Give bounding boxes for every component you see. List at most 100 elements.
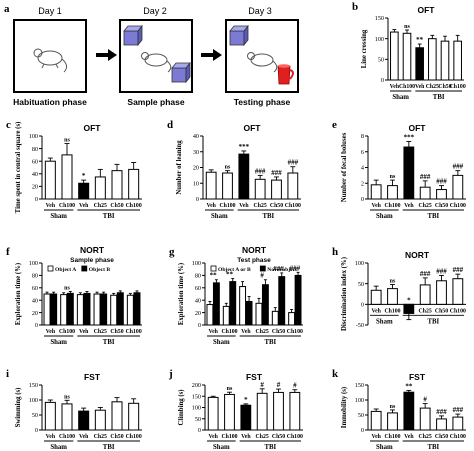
y-axis-label: Time spent in central square (s) — [15, 122, 22, 214]
y-tick-label: 100 — [355, 397, 364, 404]
bar — [256, 392, 268, 431]
bar — [238, 153, 250, 200]
y-tick-label: 4 — [361, 165, 364, 172]
x-tick-label: Veh — [79, 434, 89, 440]
bar — [94, 409, 106, 431]
y-tick-label: 20 — [32, 184, 38, 191]
bar — [111, 401, 123, 431]
y-tick-label: 0 — [361, 302, 364, 309]
mouse-icon — [141, 52, 172, 73]
y-tick-label: 100 — [29, 260, 38, 267]
x-tick-label: Ch25 — [256, 329, 269, 335]
x-tick-label: Ch25 — [419, 308, 432, 314]
legend-swatch — [81, 265, 88, 272]
significance-label: ns — [64, 286, 70, 292]
x-tick-label: Ch50 — [435, 203, 448, 209]
bar-series-b — [133, 292, 141, 326]
y-tick-label: 10 — [193, 180, 199, 187]
bar-series-a — [255, 302, 263, 326]
bar — [205, 171, 217, 200]
significance-label: ns — [64, 138, 70, 144]
bar-series-b — [116, 292, 124, 326]
significance-label: ns — [404, 24, 410, 30]
bar-series-b — [212, 282, 220, 326]
chart-title: NORT — [242, 245, 267, 255]
bar — [207, 396, 219, 431]
y-tick-label: 150 — [355, 382, 364, 389]
panel-letter: g — [169, 246, 175, 258]
bar — [289, 391, 301, 431]
bar — [419, 284, 431, 305]
significance-label: # — [260, 381, 264, 389]
significance-label: ns — [390, 278, 396, 284]
bar-series-b — [83, 292, 91, 326]
significance-label: ### — [453, 266, 464, 274]
y-tick-label: 150 — [29, 382, 38, 389]
significance-label: ns — [64, 394, 70, 400]
bar — [403, 391, 415, 431]
significance-label: ### — [255, 167, 266, 175]
y-axis-label: Swimming (s) — [15, 388, 22, 428]
significance-label: ** — [226, 271, 234, 279]
bar-series-a — [93, 293, 101, 326]
y-tick-label: 100 — [355, 260, 364, 267]
legend-label: Object A — [55, 267, 76, 273]
y-tick-label: 0 — [35, 196, 38, 203]
y-tick-label: 0 — [35, 322, 38, 329]
bar-series-a — [222, 305, 230, 326]
chart-title: OFT — [84, 123, 102, 133]
bar-series-b — [245, 300, 253, 326]
bar — [387, 288, 398, 305]
chart-panel-h: h NORT -50 0 50 100 Discrimination index (%) Ve… — [332, 246, 466, 331]
x-tick-label: Ch100 — [219, 203, 235, 209]
bar — [44, 401, 56, 431]
y-tick-label: 6 — [361, 149, 364, 156]
group-label: TBI — [103, 339, 115, 346]
bar — [452, 174, 464, 200]
chart-title: OFT — [409, 123, 427, 133]
y-tick-label: 0 — [381, 77, 384, 84]
arena-box-1 — [13, 19, 87, 93]
bar — [402, 32, 412, 81]
testing-phase-label: Testing phase — [234, 97, 291, 107]
chart-title: FST — [246, 372, 263, 382]
bar — [419, 407, 431, 431]
panel-letter: j — [168, 368, 173, 380]
group-label: Sham — [392, 94, 409, 101]
y-tick-label: 100 — [29, 133, 38, 140]
bar-series-a — [43, 293, 51, 326]
bar — [387, 185, 398, 200]
x-tick-label: Veh — [404, 434, 414, 440]
bar — [222, 172, 233, 200]
bar — [94, 176, 106, 200]
y-tick-label: 20 — [32, 310, 38, 317]
legend-label: Object A or B — [218, 267, 251, 273]
x-tick-label: Veh — [239, 203, 249, 209]
bar — [44, 160, 56, 200]
y-tick-label: 8 — [361, 133, 364, 140]
y-tick-label: -50 — [356, 322, 364, 329]
x-tick-label: Veh — [46, 329, 56, 335]
chart-title: OFT — [244, 123, 262, 133]
panel-letter: f — [6, 246, 10, 258]
x-tick-label: Ch100 — [287, 434, 303, 440]
mouse-icon — [247, 52, 278, 73]
panel-letter: c — [6, 119, 11, 131]
x-tick-label: Veh — [241, 329, 251, 335]
cube-object-icon — [123, 24, 143, 47]
y-axis-label: Number of leaning — [176, 140, 183, 195]
x-tick-label: Ch50 — [110, 203, 123, 209]
bar — [78, 410, 90, 431]
x-tick-label: Veh — [390, 84, 400, 90]
bar — [436, 418, 447, 431]
significance-label: ### — [436, 408, 447, 416]
y-axis-label: Exploration time (%) — [15, 263, 22, 325]
panel-letter-a: a — [4, 3, 10, 15]
chart-title: NORT — [80, 245, 105, 255]
x-tick-label: Veh — [371, 203, 381, 209]
